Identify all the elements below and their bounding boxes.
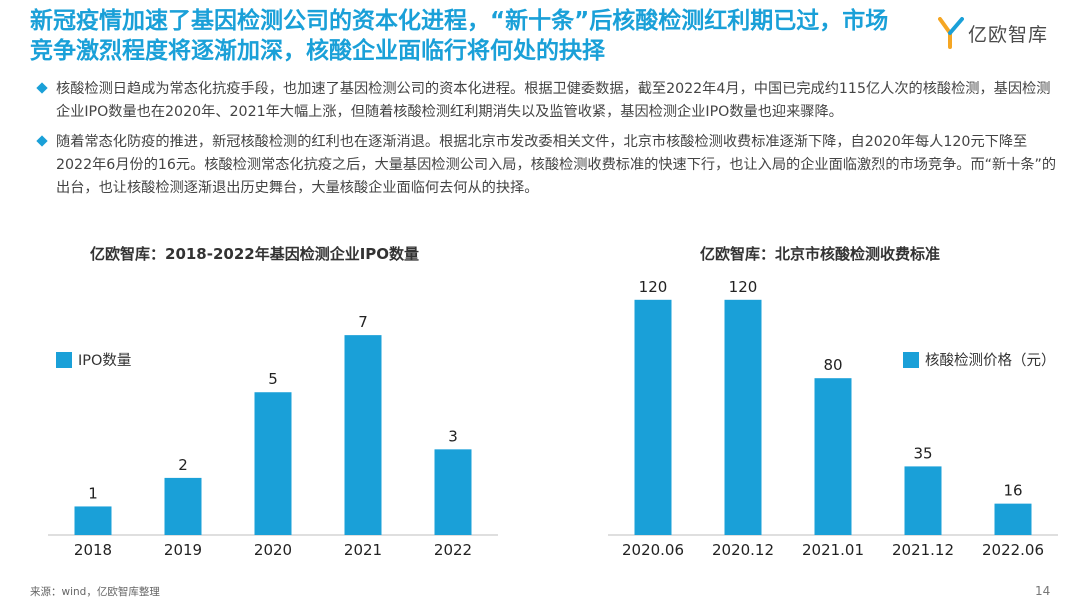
data-label-price-2020.06: 120	[639, 278, 668, 296]
legend-swatch	[56, 351, 72, 368]
chart-title-price: 亿欧智库：北京市核酸检测收费标准	[700, 245, 941, 263]
bar-price-2021.12	[904, 466, 942, 535]
bullet-item: 随着常态化防疫的推进，新冠核酸检测的红利也在逐渐消退。根据北京市发改委相关文件，…	[36, 131, 1058, 200]
bar-ipo-2020	[254, 392, 292, 535]
bullet-item: 核酸检测日趋成为常态化抗疫手段，也加速了基因检测公司的资本化进程。根据卫健委数据…	[36, 78, 1058, 124]
data-label-ipo-2019: 2	[178, 456, 188, 474]
data-label-price-2022.06: 16	[1003, 482, 1022, 500]
bullet-text: 核酸检测日趋成为常态化抗疫手段，也加速了基因检测公司的资本化进程。根据卫健委数据…	[56, 81, 1051, 120]
bar-price-2020.06	[634, 299, 672, 535]
chart-title-ipo: 亿欧智库：2018-2022年基因检测企业IPO数量	[90, 245, 420, 263]
bar-price-2021.01	[814, 378, 852, 535]
yiou-logo-icon	[938, 17, 964, 49]
tick-label-price-2021.01: 2021.01	[802, 541, 864, 559]
source-note: 来源：wind，亿欧智库整理	[30, 586, 160, 598]
data-label-price-2021.12: 35	[913, 444, 932, 462]
tick-label-price-2020.12: 2020.12	[712, 541, 774, 559]
tick-label-ipo-2022: 2022	[434, 541, 472, 559]
legend-swatch	[903, 351, 919, 368]
page-title: 新冠疫情加速了基因检测公司的资本化进程，“新十条”后核酸检测红利期已过，市场竞争…	[30, 8, 889, 64]
bar-ipo-2018	[74, 506, 112, 535]
brand-logo: 亿欧智库	[938, 16, 1048, 50]
legend-ipo: IPO数量	[56, 349, 131, 370]
bullet-text: 随着常态化防疫的推进，新冠核酸检测的红利也在逐渐消退。根据北京市发改委相关文件，…	[56, 134, 1057, 196]
tick-label-ipo-2019: 2019	[164, 541, 202, 559]
data-label-ipo-2022: 3	[448, 427, 458, 445]
bar-ipo-2022	[434, 449, 472, 535]
tick-label-ipo-2021: 2021	[344, 541, 382, 559]
tick-label-price-2022.06: 2022.06	[982, 541, 1044, 559]
legend-label: IPO数量	[78, 353, 132, 369]
logo-text: 亿欧智库	[968, 23, 1049, 46]
bar-price-2022.06	[994, 503, 1032, 535]
legend-price: 核酸检测价格（元）	[903, 349, 1056, 370]
legend-label: 核酸检测价格（元）	[925, 353, 1056, 369]
data-label-ipo-2018: 1	[88, 484, 98, 502]
data-label-ipo-2020: 5	[268, 370, 278, 388]
data-label-price-2020.12: 120	[729, 278, 758, 296]
page-number: 14	[1035, 584, 1051, 598]
tick-label-ipo-2018: 2018	[74, 541, 112, 559]
tick-label-price-2021.12: 2021.12	[892, 541, 954, 559]
tick-label-ipo-2020: 2020	[254, 541, 292, 559]
data-label-price-2021.01: 80	[823, 356, 842, 374]
data-label-ipo-2021: 7	[358, 313, 368, 331]
tick-label-price-2020.06: 2020.06	[622, 541, 684, 559]
bar-price-2020.12	[724, 299, 762, 535]
bullet-list: 核酸检测日趋成为常态化抗疫手段，也加速了基因检测公司的资本化进程。根据卫健委数据…	[36, 78, 1058, 207]
bar-ipo-2019	[164, 477, 202, 535]
bar-ipo-2021	[344, 335, 382, 535]
